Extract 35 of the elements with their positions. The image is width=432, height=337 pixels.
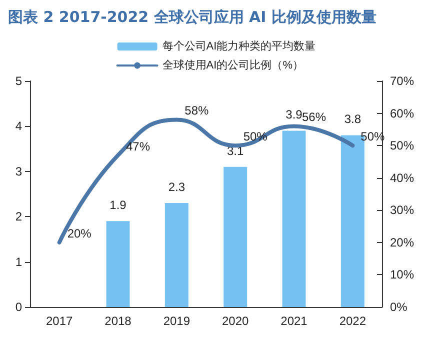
legend-label: 全球使用AI的公司比例（%）	[162, 58, 304, 72]
data-label: 56%	[302, 110, 326, 124]
bar	[106, 221, 130, 307]
data-label: 20%	[67, 226, 92, 240]
bar	[164, 203, 188, 307]
y-tick-label: 2	[15, 210, 22, 224]
legend-label: 每个公司AI能力种类的平均数量	[162, 40, 316, 52]
data-label: 3.1	[226, 144, 244, 158]
bar	[224, 166, 248, 307]
data-label: 58%	[184, 104, 210, 118]
y2-tick-label: 70%	[390, 74, 414, 88]
data-label: 2.3	[168, 180, 186, 194]
x-tick-label: 2017	[46, 314, 74, 328]
data-label: 3.8	[344, 112, 362, 126]
x-tick-label: 2019	[163, 314, 190, 328]
x-tick-label: 2022	[339, 314, 366, 328]
y-tick-label: 0	[15, 300, 22, 314]
x-tick-label: 2021	[280, 314, 308, 328]
y2-tick-label: 30%	[390, 203, 414, 218]
x-tick-label: 2020	[222, 314, 250, 328]
chart-title: 图表 2 2017-2022 全球公司应用 AI 比例及使用数量	[8, 8, 376, 27]
y2-tick-label: 40%	[390, 170, 414, 185]
y-tick-label: 3	[15, 164, 22, 178]
y2-tick-label: 50%	[390, 138, 414, 153]
x-tick-label: 2018	[104, 314, 132, 328]
y-tick-label: 5	[15, 74, 22, 88]
bar	[282, 130, 306, 307]
y2-tick-label: 10%	[390, 268, 414, 282]
y-tick-label: 1	[15, 254, 22, 269]
data-label: 3.9	[286, 108, 303, 122]
y2-tick-label: 20%	[390, 235, 414, 250]
y2-tick-label: 60%	[390, 106, 414, 120]
y2-tick-label: 0%	[390, 300, 408, 314]
data-label: 1.9	[110, 198, 127, 212]
y-tick-label: 4	[15, 119, 22, 134]
